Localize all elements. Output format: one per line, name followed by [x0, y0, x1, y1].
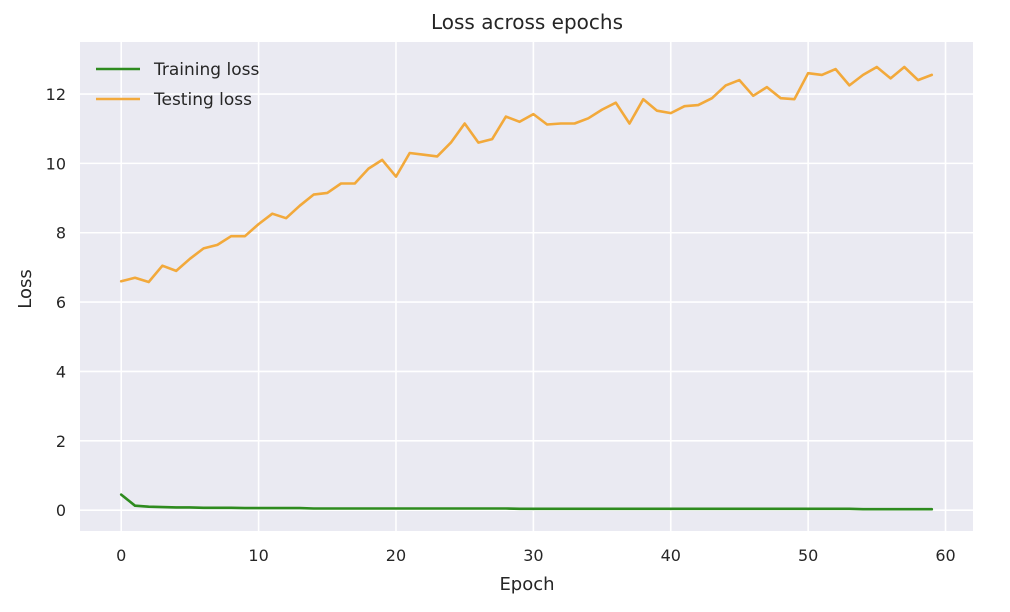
- series-line-2: [119, 65, 934, 284]
- y-tick-label: 2: [56, 432, 66, 451]
- y-tick-label: 12: [46, 85, 66, 104]
- x-tick-label: 40: [661, 546, 681, 565]
- x-tick-label: 20: [386, 546, 406, 565]
- y-axis-ticks: 0 2 4 6 8 10 12: [46, 85, 66, 520]
- chart-title: Loss across epochs: [431, 10, 623, 34]
- x-tick-label: 50: [798, 546, 818, 565]
- y-tick-label: 8: [56, 224, 66, 243]
- x-tick-label: 10: [248, 546, 268, 565]
- plot-area: [80, 42, 973, 531]
- x-axis-label: Epoch: [499, 574, 554, 595]
- x-tick-label: 60: [935, 546, 955, 565]
- legend-label: Testing loss: [153, 90, 252, 110]
- y-tick-label: 10: [46, 154, 66, 173]
- y-axis-label: Loss: [15, 269, 36, 308]
- x-tick-label: 0: [116, 546, 126, 565]
- x-tick-label: 30: [523, 546, 543, 565]
- legend-label: Training loss: [153, 60, 259, 80]
- x-axis-ticks: 0 10 20 30 40 50 60: [116, 546, 956, 565]
- y-tick-label: 4: [56, 362, 66, 381]
- series-line-1: [119, 493, 934, 511]
- series-lines: [119, 65, 934, 511]
- grid: [80, 42, 973, 531]
- legend: Training loss Testing loss: [96, 60, 259, 110]
- y-tick-label: 6: [56, 293, 66, 312]
- y-tick-label: 0: [56, 501, 66, 520]
